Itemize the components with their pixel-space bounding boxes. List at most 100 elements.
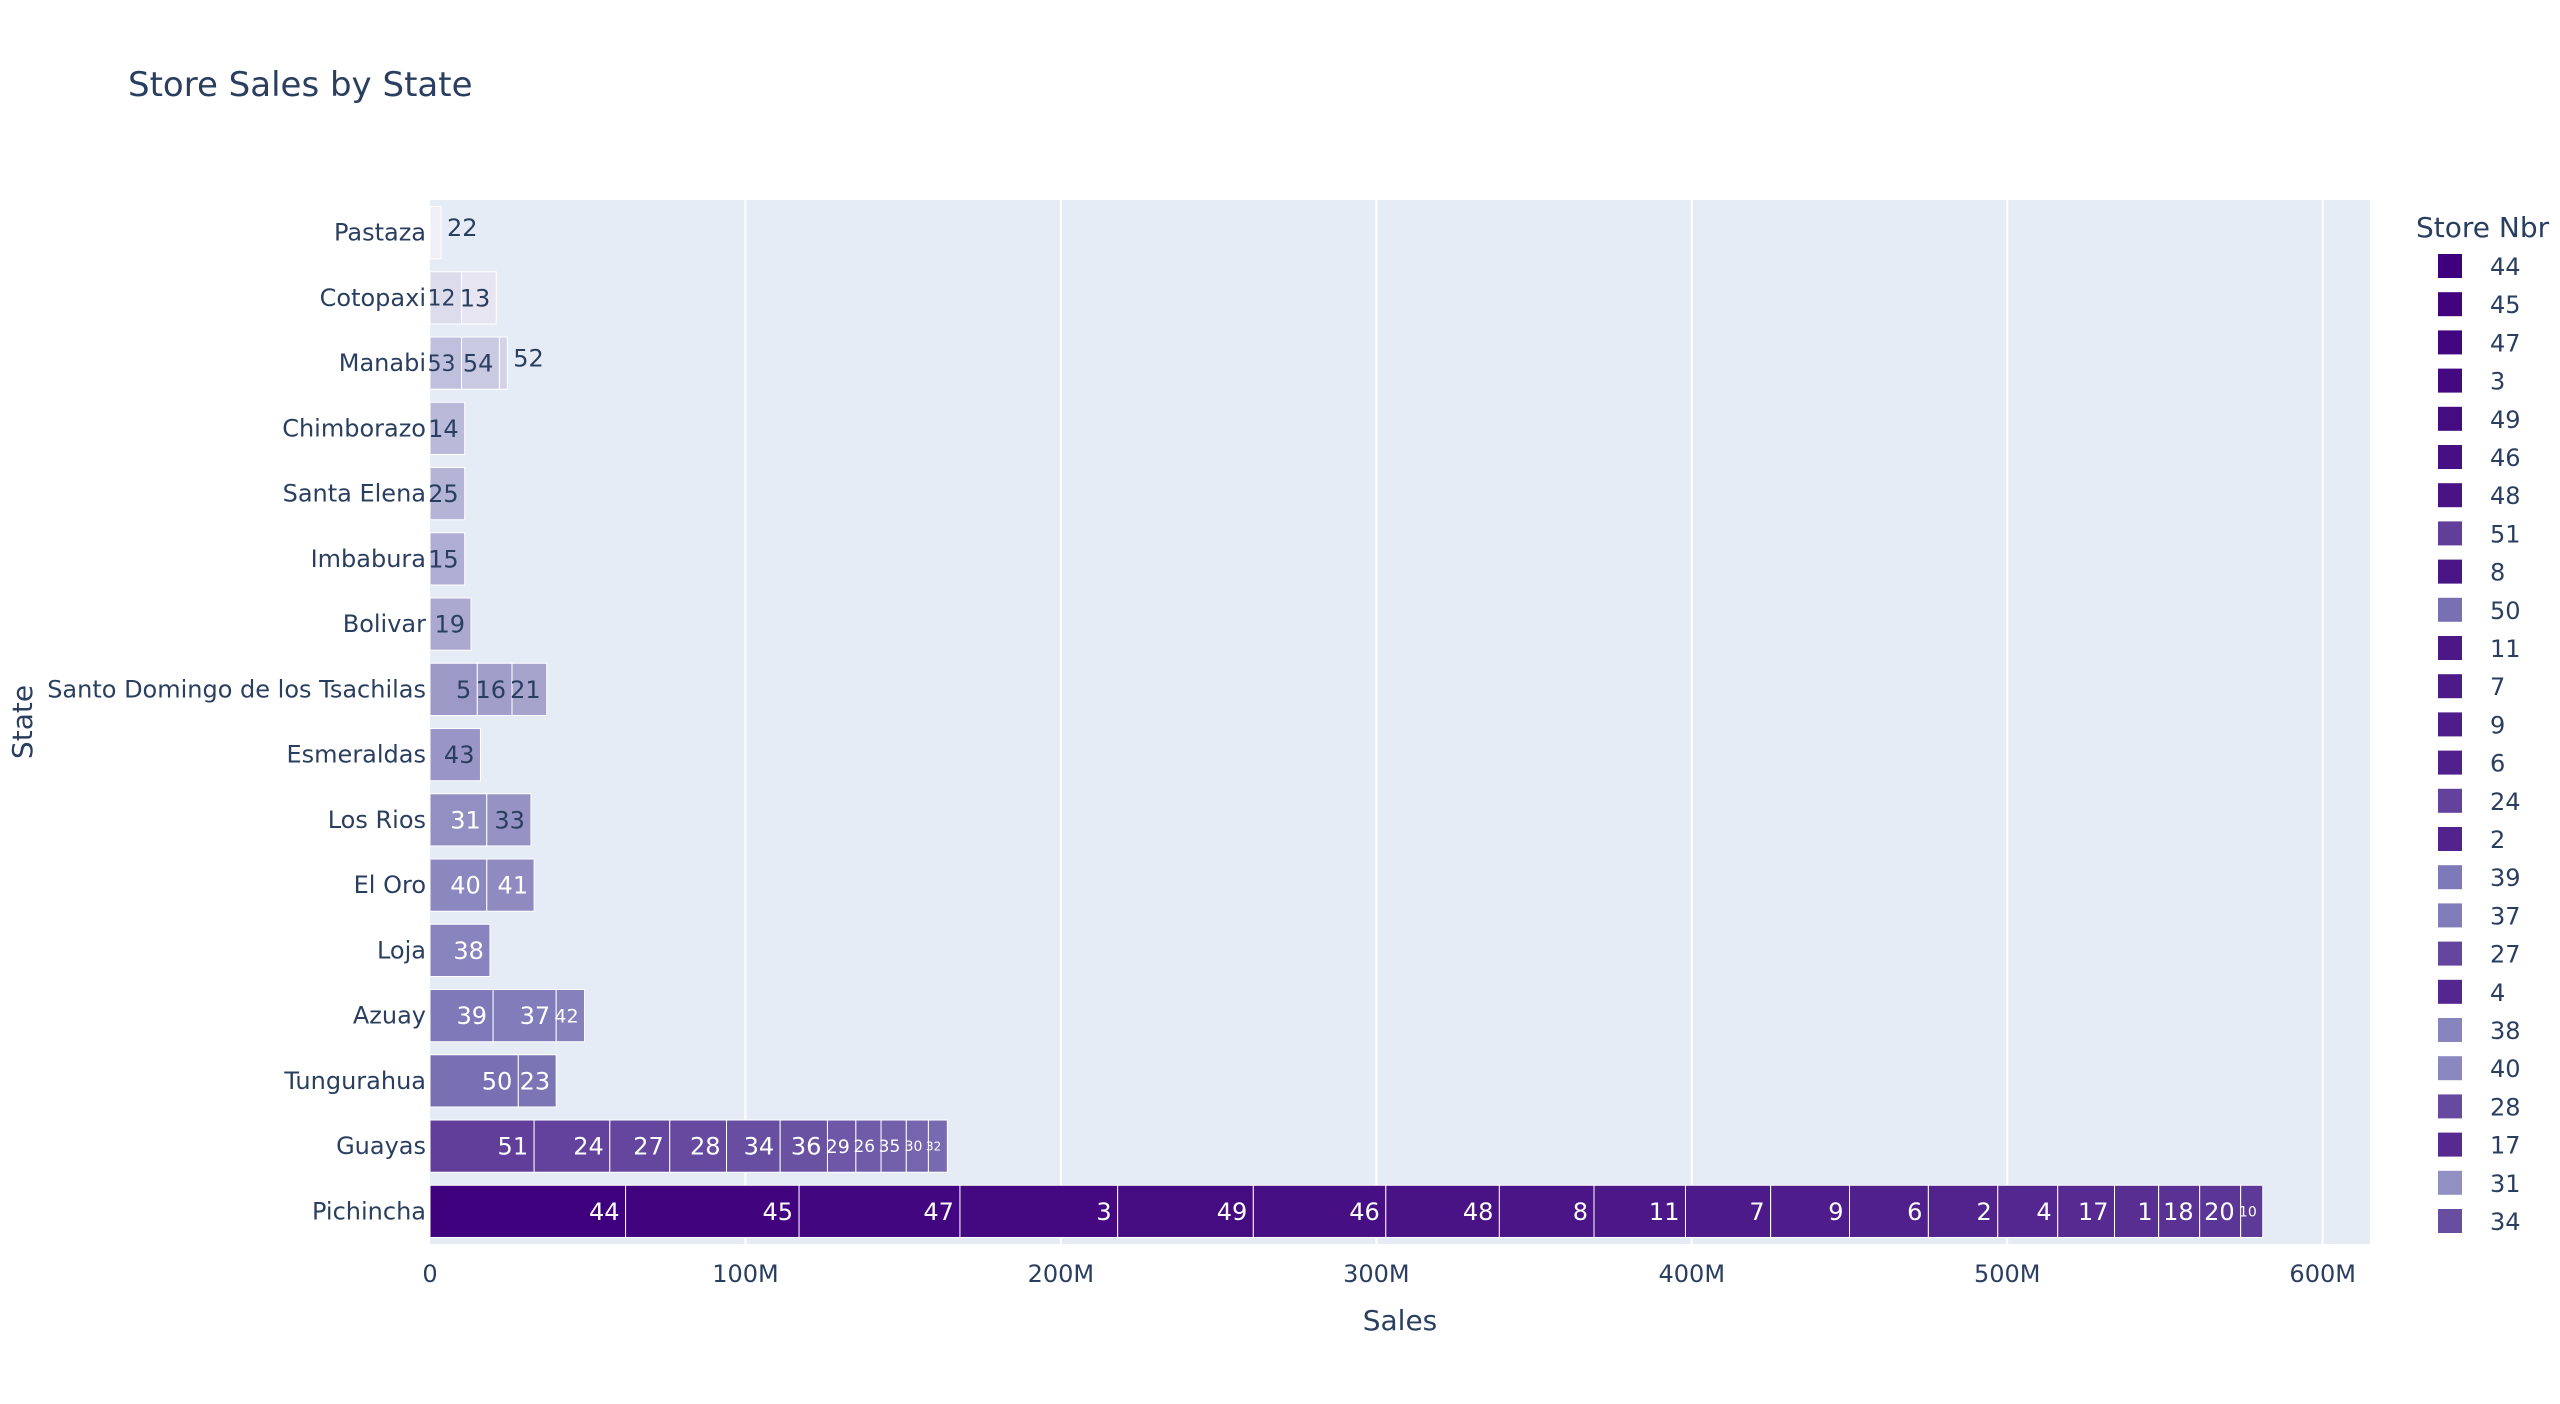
bar-segment-41 bbox=[486, 858, 535, 912]
bar-label: 26 bbox=[853, 1137, 875, 1157]
category-label: Tungurahua bbox=[283, 1067, 426, 1095]
chart-title: Store Sales by State bbox=[128, 65, 472, 105]
legend-swatch-11 bbox=[2438, 636, 2462, 660]
bar-segment-33 bbox=[486, 793, 532, 847]
category-label: Loja bbox=[377, 936, 426, 964]
legend-label: 28 bbox=[2490, 1093, 2521, 1121]
x-tick-label: 300M bbox=[1343, 1260, 1410, 1288]
legend-label: 34 bbox=[2490, 1208, 2521, 1236]
bar-label: 31 bbox=[450, 806, 481, 834]
bar-label: 17 bbox=[2078, 1198, 2109, 1226]
legend-swatch-50 bbox=[2438, 597, 2462, 622]
bar-label: 16 bbox=[475, 676, 506, 704]
bar-segment-46 bbox=[1252, 1184, 1387, 1238]
bar-label: 36 bbox=[791, 1133, 822, 1161]
category-label: Los Rios bbox=[328, 806, 426, 834]
bar-segment-1 bbox=[2113, 1184, 2160, 1238]
bar-label: 45 bbox=[763, 1198, 794, 1226]
legend-label: 46 bbox=[2490, 444, 2521, 472]
legend-label: 47 bbox=[2490, 329, 2521, 357]
bar-segment-52 bbox=[498, 336, 508, 390]
category-label: Esmeraldas bbox=[287, 741, 427, 769]
bar-label: 8 bbox=[1573, 1198, 1588, 1226]
bar-segment-53 bbox=[429, 336, 463, 390]
legend-swatch-17 bbox=[2438, 1132, 2462, 1157]
bar-label: 11 bbox=[1649, 1198, 1680, 1226]
legend-label: 6 bbox=[2490, 750, 2505, 778]
bar-segment-13 bbox=[461, 271, 497, 325]
bar-label: 40 bbox=[450, 872, 481, 900]
legend-label: 4 bbox=[2490, 979, 2505, 1007]
legend-swatch-8 bbox=[2438, 559, 2462, 584]
legend-swatch-48 bbox=[2438, 483, 2462, 508]
bar-label: 51 bbox=[498, 1133, 529, 1161]
bar-label: 30 bbox=[905, 1139, 923, 1155]
category-label: Santo Domingo de los Tsachilas bbox=[47, 675, 426, 703]
bar-segment-9 bbox=[1770, 1184, 1851, 1238]
bar-segment-10 bbox=[2240, 1184, 2264, 1238]
bar-segment-23 bbox=[517, 1054, 557, 1108]
bar-label: 47 bbox=[923, 1198, 954, 1226]
bar-label: 48 bbox=[1463, 1198, 1494, 1226]
bar-label: 15 bbox=[428, 545, 459, 573]
bar-label: 38 bbox=[453, 937, 484, 965]
legend-label: 51 bbox=[2490, 520, 2521, 548]
bar-label: 27 bbox=[633, 1133, 664, 1161]
bar-segment-3 bbox=[959, 1184, 1119, 1238]
bar-segment-34 bbox=[726, 1119, 781, 1173]
bar-segment-37 bbox=[492, 989, 557, 1043]
bar-segment-27 bbox=[609, 1119, 671, 1173]
bar-segment-38 bbox=[429, 923, 491, 977]
bar-label: 43 bbox=[444, 741, 475, 769]
bar-label: 32 bbox=[926, 1139, 941, 1153]
bar-segment-15 bbox=[429, 532, 466, 586]
category-label: Pichincha bbox=[312, 1197, 426, 1225]
bar-label: 21 bbox=[510, 676, 541, 704]
bar-label: 7 bbox=[1749, 1198, 1764, 1226]
bar-segment-50 bbox=[429, 1054, 519, 1108]
x-tick-label: 100M bbox=[712, 1260, 779, 1288]
legend-swatch-27 bbox=[2438, 941, 2462, 966]
legend-label: 45 bbox=[2490, 291, 2521, 319]
legend-swatch-45 bbox=[2438, 292, 2462, 317]
bar-label: 18 bbox=[2163, 1198, 2194, 1226]
bar-segment-31 bbox=[429, 793, 488, 847]
bar-label: 14 bbox=[428, 415, 459, 443]
legend-label: 7 bbox=[2490, 673, 2505, 701]
legend-label: 40 bbox=[2490, 1055, 2521, 1083]
bar-segment-25 bbox=[429, 467, 466, 521]
legend: 44 45 47 3 49 46 48 51 8 50 11 7 9 6 24 2 39 37 27 4 38 40 28 1… bbox=[2438, 253, 2521, 1236]
bar-label: 29 bbox=[826, 1136, 850, 1158]
category-label: Santa Elena bbox=[283, 480, 426, 508]
bar-label: 9 bbox=[1828, 1198, 1843, 1226]
category-label: Imbabura bbox=[311, 545, 426, 573]
category-label: Chimborazo bbox=[282, 414, 426, 442]
x-tick-label: 400M bbox=[1659, 1260, 1726, 1288]
bar-label: 5 bbox=[456, 676, 471, 704]
legend-label: 11 bbox=[2490, 635, 2521, 663]
legend-swatch-51 bbox=[2438, 521, 2462, 546]
legend-label: 39 bbox=[2490, 864, 2521, 892]
bar-segment-16 bbox=[476, 662, 513, 716]
bar-segment-24 bbox=[533, 1119, 611, 1173]
bar-label: 6 bbox=[1907, 1198, 1922, 1226]
bar-label: 53 bbox=[428, 352, 456, 377]
legend-swatch-44 bbox=[2438, 254, 2462, 278]
bar-label: 12 bbox=[428, 287, 456, 312]
legend-swatch-4 bbox=[2438, 979, 2462, 1004]
category-label: El Oro bbox=[354, 871, 426, 899]
bar-segment-47 bbox=[798, 1184, 961, 1238]
legend-swatch-46 bbox=[2438, 445, 2462, 469]
bar-segment-42 bbox=[555, 989, 586, 1043]
bar-segment-39 bbox=[429, 989, 494, 1043]
category-label: Azuay bbox=[353, 1002, 426, 1030]
legend-swatch-49 bbox=[2438, 406, 2462, 431]
legend-label: 38 bbox=[2490, 1017, 2521, 1045]
bar-label: 49 bbox=[1217, 1198, 1248, 1226]
bar-label: 44 bbox=[589, 1198, 620, 1226]
plot-background bbox=[430, 200, 2370, 1244]
x-tick-label: 200M bbox=[1028, 1260, 1095, 1288]
